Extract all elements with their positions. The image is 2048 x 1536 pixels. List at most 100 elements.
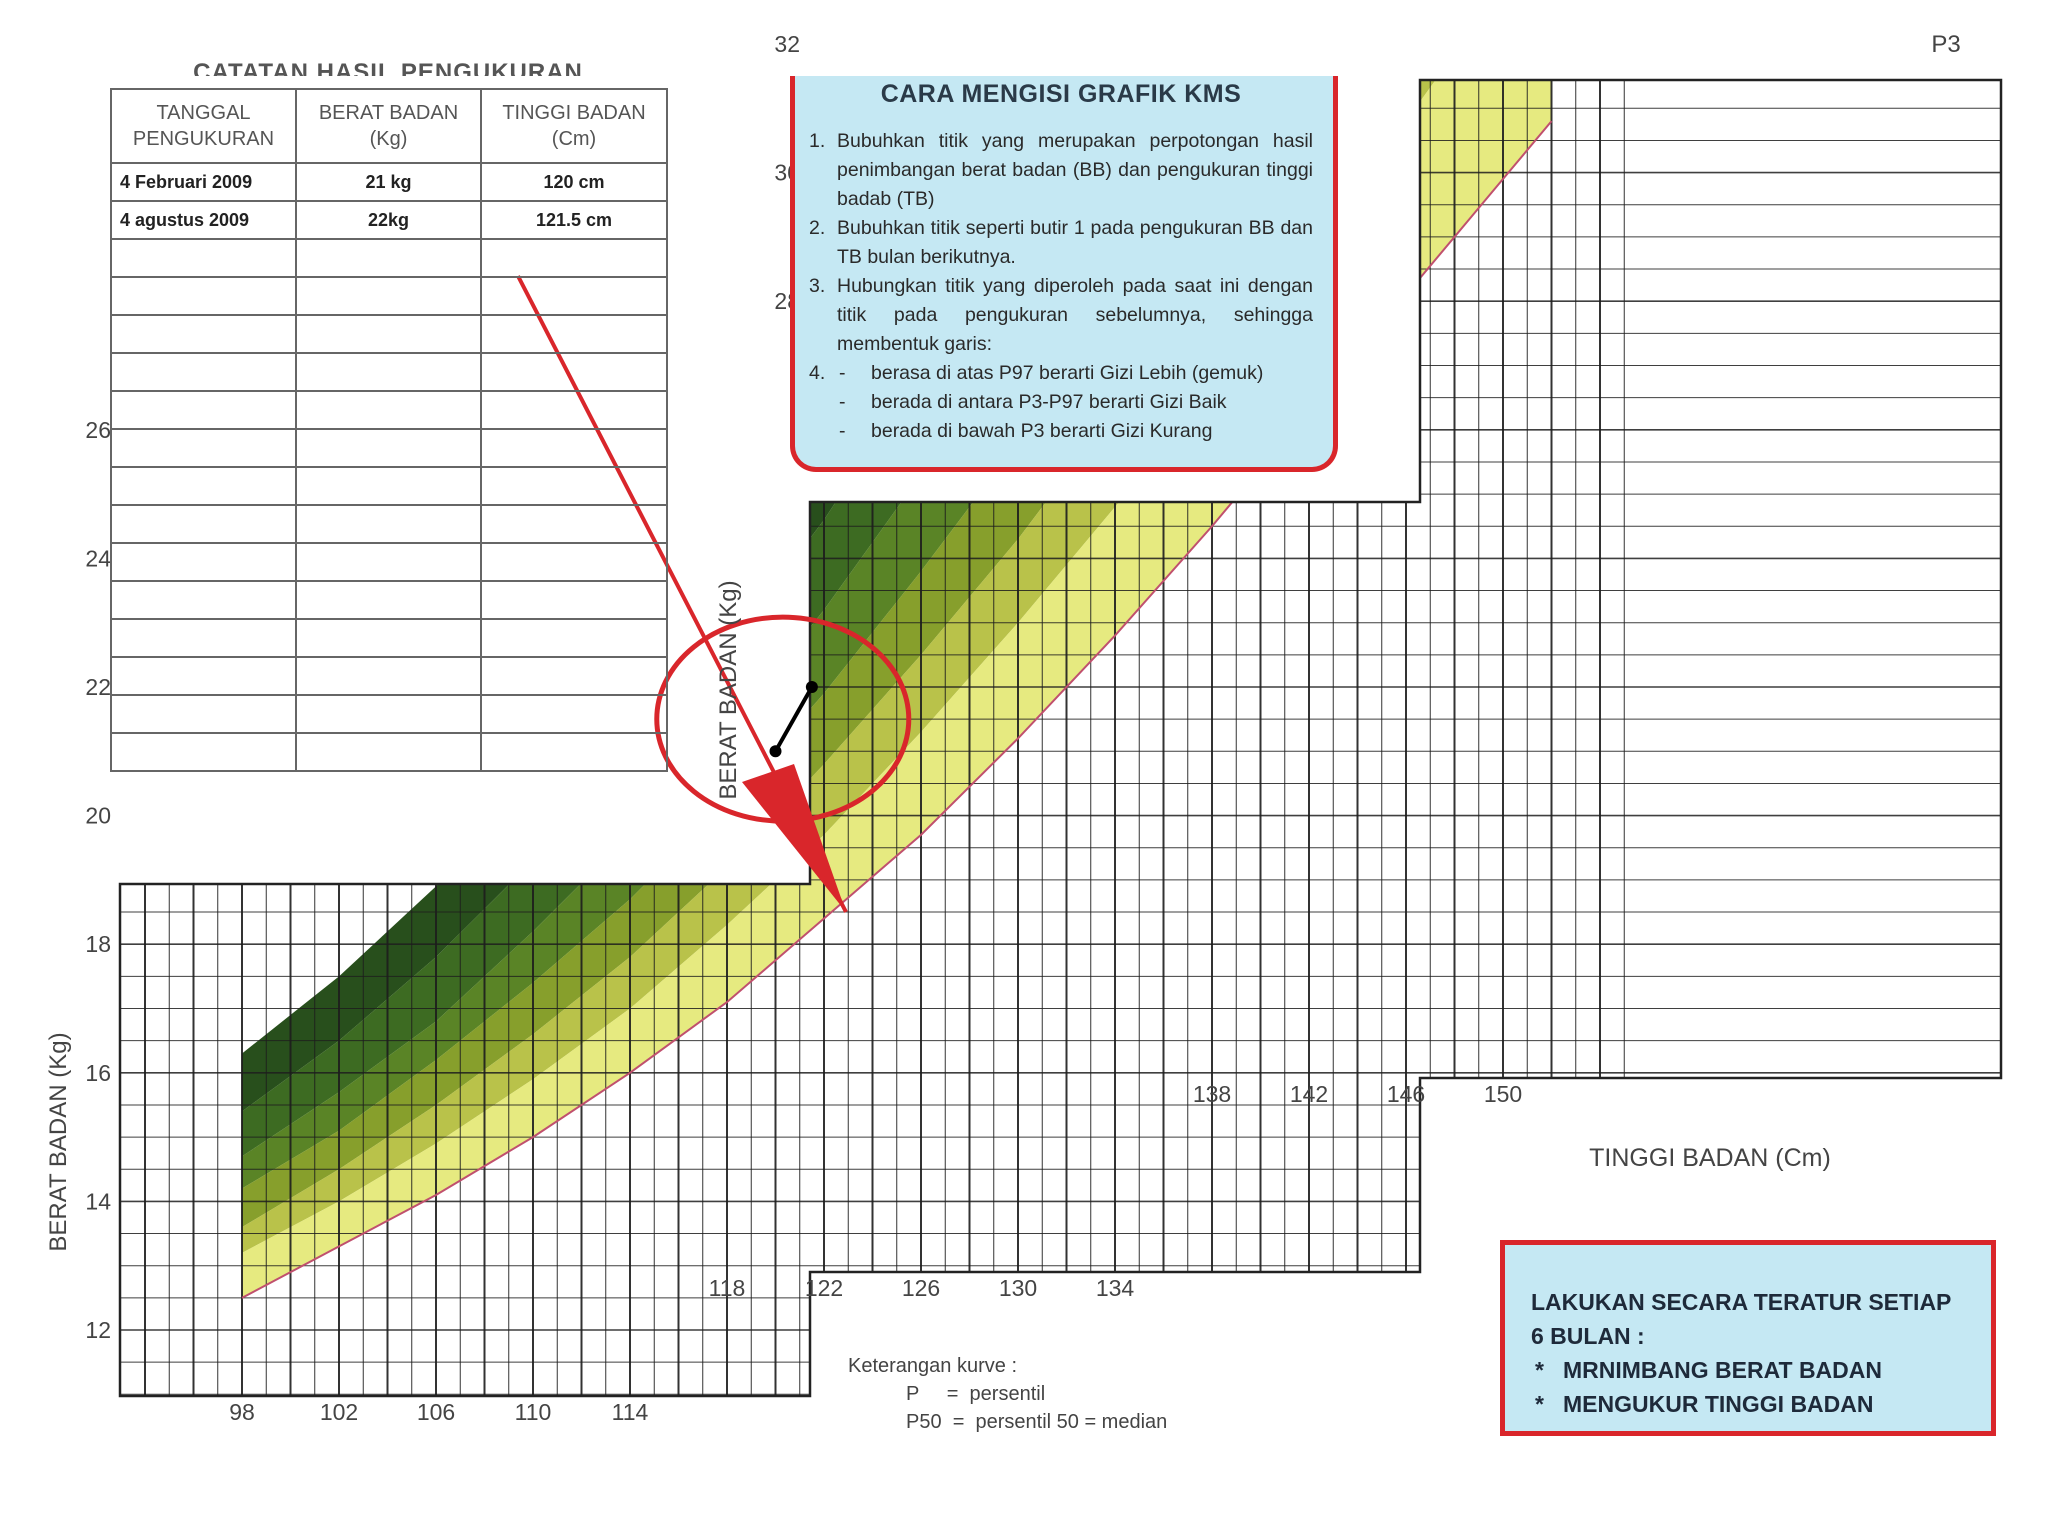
curve-legend-line: P = persentil: [906, 1383, 1046, 1405]
cell-height: [480, 542, 668, 582]
cell-weight: [295, 352, 482, 392]
measurement-connector: [773, 686, 814, 753]
cell-date: [110, 504, 297, 544]
instruction-number: 1.: [809, 130, 826, 152]
cell-date: [110, 466, 297, 506]
y-tick-label: 32: [774, 31, 800, 57]
cell-weight: [295, 238, 482, 278]
y-tick-label: 26: [85, 417, 111, 443]
instruction-number: [809, 417, 837, 446]
instruction-text: berasa di atas P97 berarti Gizi Lebih (g…: [871, 362, 1264, 384]
cell-weight: [295, 276, 482, 316]
cell-date: [110, 314, 297, 354]
reminder-item: * MENGUKUR TINGGI BADAN: [1535, 1391, 1874, 1417]
x-tick-label: 130: [999, 1275, 1037, 1301]
cell-date: [110, 390, 297, 430]
table-row: [110, 694, 668, 734]
measurement-table-body: 4 Februari 2009 21 kg 120 cm 4 agustus 2009…: [110, 162, 668, 772]
cell-weight: 21 kg: [295, 162, 482, 202]
curve-legend-note: Keterangan kurve : P = persentil P50 = p…: [848, 1352, 1167, 1436]
x-tick-label: 146: [1387, 1081, 1425, 1107]
y-tick-label: 18: [85, 931, 111, 957]
table-row: [110, 504, 668, 544]
y-axis-label-middle: BERAT BADAN (Kg): [715, 580, 742, 799]
instruction-item: 1. Bubuhkan titik yang merupakan perpoton…: [809, 127, 1313, 214]
reminder-item: * MRNIMBANG BERAT BADAN: [1535, 1357, 1882, 1383]
x-tick-label: 138: [1193, 1081, 1231, 1107]
instruction-item: - berada di antara P3-P97 berarti Gizi Ba…: [809, 388, 1313, 417]
x-tick-label: 102: [320, 1399, 358, 1425]
table-row: [110, 314, 668, 354]
x-tick-label: 106: [417, 1399, 455, 1425]
table-row: [110, 238, 668, 278]
y-tick-label: 12: [85, 1317, 111, 1343]
table-row: [110, 656, 668, 696]
measurement-point: [805, 681, 818, 693]
x-tick-label: 110: [515, 1399, 552, 1425]
reminder-title-line2: 6 BULAN :: [1531, 1323, 1645, 1349]
table-row: [110, 352, 668, 392]
column-header-height: TINGGI BADAN (Cm): [480, 88, 668, 164]
instructions-title: CARA MENGISI GRAFIK KMS: [880, 80, 1242, 108]
table-row: 4 Februari 2009 21 kg 120 cm: [110, 162, 668, 202]
cell-date: [110, 276, 297, 316]
cell-date: [110, 580, 297, 620]
x-axis-label: TINGGI BADAN (Cm): [1589, 1144, 1831, 1172]
measurement-log-heading: CATATAN HASIL PENGUKURAN: [193, 59, 583, 76]
y-tick-label: 16: [85, 1060, 111, 1086]
instruction-number: 2.: [809, 217, 826, 239]
y-tick-label: 24: [85, 545, 111, 571]
instruction-number: 3.: [809, 275, 826, 297]
cell-weight: [295, 466, 482, 506]
instruction-dash: -: [839, 362, 846, 384]
table-row: [110, 618, 668, 658]
x-tick-label: 142: [1290, 1081, 1328, 1107]
cell-height: [480, 238, 668, 278]
curve-legend-title: Keterangan kurve :: [848, 1355, 1017, 1377]
x-tick-label: 114: [612, 1399, 649, 1425]
instruction-text: Hubungkan titik yang diperoleh pada saat…: [837, 275, 1313, 355]
measurement-point: [769, 745, 782, 758]
cell-height: [480, 580, 668, 620]
instruction-item: 3. Hubungkan titik yang diperoleh pada sa…: [809, 272, 1313, 359]
cell-date: [110, 542, 297, 582]
instruction-item: 2. Bubuhkan titik seperti butir 1 pada pe…: [809, 214, 1313, 272]
instruction-text: berada di bawah P3 berarti Gizi Kurang: [871, 420, 1213, 442]
cell-height: [480, 656, 668, 696]
cell-height: [480, 504, 668, 544]
table-row: [110, 732, 668, 772]
measurement-log: CATATAN HASIL PENGUKURAN TANGGAL PENGUKU…: [110, 59, 668, 840]
x-tick-label: 98: [229, 1399, 255, 1425]
y-tick-label: 20: [85, 803, 111, 829]
instruction-dash: -: [839, 420, 846, 442]
instructions-list: 1. Bubuhkan titik yang merupakan perpoton…: [809, 127, 1313, 446]
axis-ticks: 98 102 106 110 114 118 122 126 130 134 138 142 146 15…: [85, 31, 1522, 1425]
cell-weight: [295, 504, 482, 544]
x-tick-label: 122: [805, 1275, 843, 1301]
table-row: [110, 580, 668, 620]
y-axis-label-lower: BERAT BADAN (Kg): [45, 1032, 72, 1251]
column-header-date: TANGGAL PENGUKURAN: [110, 88, 297, 164]
instruction-text: Bubuhkan titik yang merupakan perpotonga…: [837, 130, 1313, 210]
table-row: [110, 428, 668, 468]
measurement-points: [769, 681, 818, 758]
cell-height: [480, 352, 668, 392]
cell-height: [480, 694, 668, 734]
table-header-row: TANGGAL PENGUKURAN BERAT BADAN (Kg) TING…: [110, 88, 668, 164]
table-row: [110, 276, 668, 316]
table-row: [110, 390, 668, 430]
cell-height: [480, 732, 668, 772]
table-row: [110, 466, 668, 506]
curve-legend-line: P50 = persentil 50 = median: [906, 1411, 1168, 1433]
reminder-title-line1: LAKUKAN SECARA TERATUR SETIAP: [1531, 1289, 1952, 1315]
instruction-number: 4.: [809, 362, 826, 384]
instruction-item: - berada di bawah P3 berarti Gizi Kurang: [809, 417, 1313, 446]
measurement-table: TANGGAL PENGUKURAN BERAT BADAN (Kg) TING…: [110, 88, 668, 772]
x-tick-label: 126: [902, 1275, 940, 1301]
cell-date: [110, 732, 297, 772]
instructions-box: CARA MENGISI GRAFIK KMS 1. Bubuhkan titik…: [790, 76, 1338, 472]
cell-height: [480, 466, 668, 506]
cell-date: 4 agustus 2009: [110, 200, 297, 240]
pointer-arrow-head: [742, 764, 846, 912]
